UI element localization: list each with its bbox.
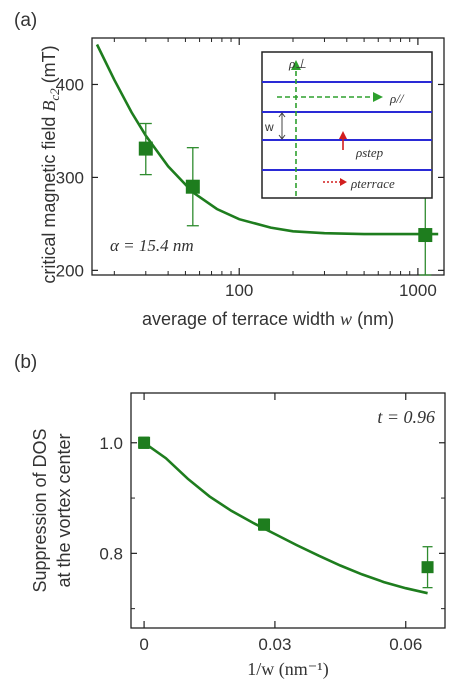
y-tick-label-b: 0.8 bbox=[99, 544, 123, 563]
y-axis-label-a: critical magnetic field Bc2 (mT) bbox=[39, 45, 62, 283]
x-tick-label-b: 0 bbox=[139, 635, 148, 654]
chart-b: 0.8 1.0 0 0.03 0.06 t = 0.96 1/w (nm⁻¹) Suppres… bbox=[30, 392, 446, 680]
rho-par-arrowhead bbox=[373, 92, 383, 102]
inset-label-rho-perp: ρ⊥ bbox=[288, 56, 307, 71]
inset-label-rho-terrace: ρterrace bbox=[350, 176, 395, 191]
chart-a: 200 300 400 100 1000 α = 15.4 nm average of te… bbox=[39, 37, 445, 329]
w-indicator-top bbox=[278, 112, 286, 118]
data-point-b bbox=[138, 436, 151, 449]
x-tick-label-a: 100 bbox=[225, 281, 253, 300]
panel-a-label: (a) bbox=[14, 10, 38, 31]
inset-frame bbox=[261, 51, 433, 199]
y-axis-label-b-line: Suppression of DOS bbox=[30, 428, 50, 592]
y-tick-label-a: 400 bbox=[56, 75, 84, 94]
rho-perp-arrowhead bbox=[291, 60, 301, 70]
rho-step-arrowhead bbox=[339, 131, 347, 139]
panel-b-label: (b) bbox=[14, 352, 38, 373]
data-point-a bbox=[138, 141, 153, 156]
inset-label-w: w bbox=[264, 120, 274, 134]
y-tick-label-a: 200 bbox=[56, 261, 84, 280]
alpha-annotation: α = 15.4 nm bbox=[110, 236, 194, 255]
t-annotation: t = 0.96 bbox=[377, 407, 435, 427]
y-tick-label-a: 300 bbox=[56, 168, 84, 187]
x-axis-label-b: 1/w (nm⁻¹) bbox=[247, 659, 328, 680]
x-tick-label-b: 0.03 bbox=[258, 635, 291, 654]
plot-frame-b bbox=[130, 392, 446, 629]
data-point-a bbox=[185, 179, 200, 194]
fit-curve-b bbox=[143, 441, 428, 595]
inset-schematic: w ρ⊥ ρ// ρstep ρterrace bbox=[261, 51, 433, 199]
inset-label-rho-step: ρstep bbox=[355, 145, 384, 160]
data-point-a bbox=[418, 228, 433, 243]
y-axis-label-b-line: at the vortex center bbox=[54, 433, 74, 587]
w-indicator-bottom bbox=[278, 134, 286, 140]
fit-curve-a bbox=[95, 43, 439, 236]
x-tick-label-a: 1000 bbox=[399, 281, 437, 300]
x-tick-label-b: 0.06 bbox=[389, 635, 422, 654]
x-axis-label-a: average of terrace width w (nm) bbox=[142, 309, 394, 329]
data-point-b bbox=[421, 561, 434, 574]
data-point-b bbox=[258, 518, 271, 531]
y-tick-label-b: 1.0 bbox=[99, 434, 123, 453]
inset-label-rho-par: ρ// bbox=[389, 91, 405, 106]
plot-frame-a bbox=[91, 37, 445, 276]
rho-terrace-arrowhead bbox=[340, 178, 347, 186]
